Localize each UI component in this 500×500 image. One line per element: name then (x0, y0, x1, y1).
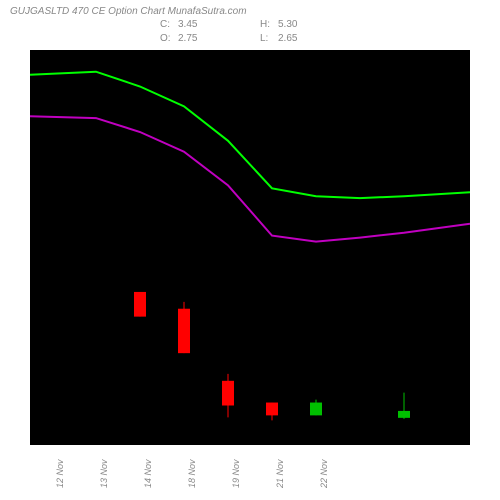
x-axis-label: 22 Nov (319, 459, 329, 488)
low-value: 2.65 (278, 32, 297, 46)
candle-body (178, 309, 190, 353)
x-axis-label: 13 Nov (99, 459, 109, 488)
close-label: C: (160, 18, 178, 32)
option-chart: GUJGASLTD 470 CE Option Chart MunafaSutr… (0, 0, 500, 500)
candle-body (310, 403, 322, 416)
lower-band-line (30, 116, 470, 241)
high-label: H: (260, 18, 278, 32)
x-axis-label: 19 Nov (231, 459, 241, 488)
upper-band-line (30, 72, 470, 198)
candle-body (134, 292, 146, 317)
x-axis-label: 21 Nov (275, 459, 285, 488)
close-value: 3.45 (178, 18, 197, 32)
x-axis: 12 Nov 13 Nov 14 Nov 18 Nov 19 Nov 21 Nov 22 N… (30, 448, 470, 498)
open-label: O: (160, 32, 178, 46)
high-value: 5.30 (278, 18, 297, 32)
low-label: L: (260, 32, 278, 46)
chart-title: GUJGASLTD 470 CE Option Chart MunafaSutr… (10, 6, 247, 17)
ohlc-high-low: H: 5.30 L: 2.65 (260, 18, 297, 46)
x-axis-label: 14 Nov (143, 459, 153, 488)
open-value: 2.75 (178, 32, 197, 46)
plot-area (30, 50, 470, 445)
candle-body (266, 403, 278, 416)
candle-body (398, 411, 410, 418)
ohlc-close-open: C: 3.45 O: 2.75 (160, 18, 197, 46)
x-axis-label: 18 Nov (187, 459, 197, 488)
x-axis-label: 12 Nov (55, 459, 65, 488)
candle-body (222, 381, 234, 406)
